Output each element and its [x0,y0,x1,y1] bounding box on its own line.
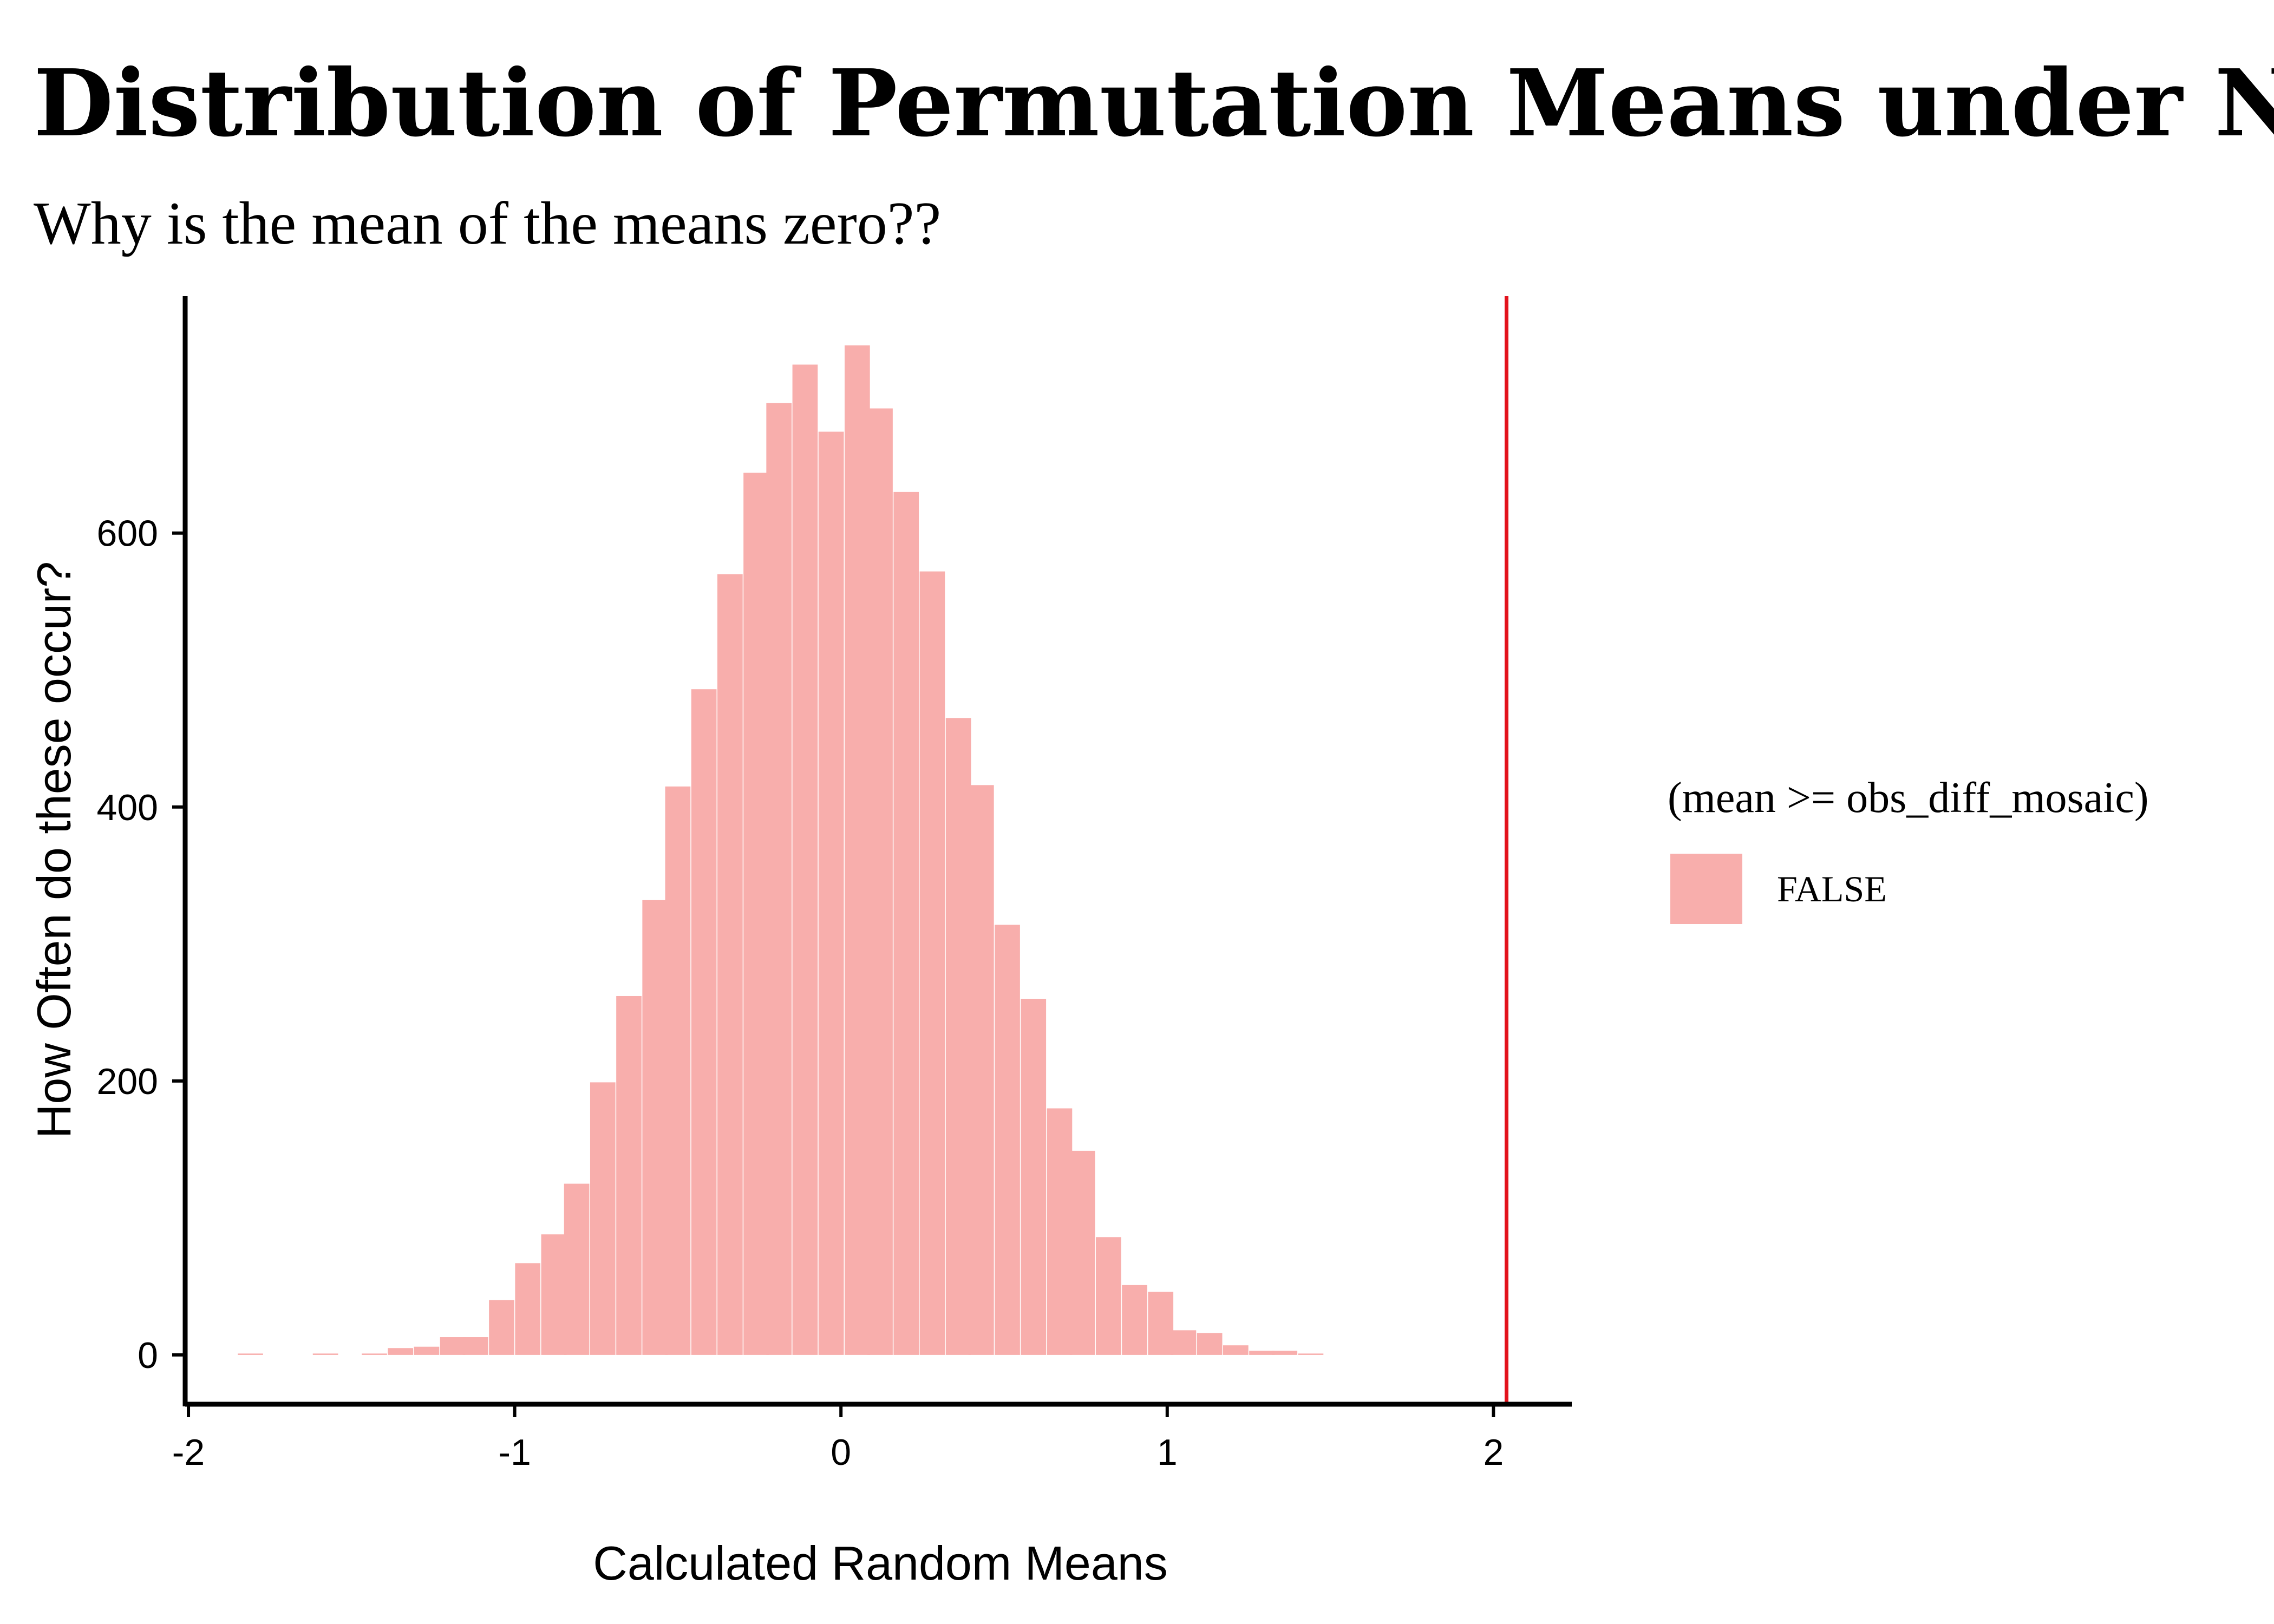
histogram-bar-32 [1047,1108,1073,1355]
legend-entries: FALSE [1670,854,1887,924]
x-tick-label-1: -1 [498,1432,531,1473]
legend-label-0: FALSE [1777,868,1887,909]
legend-key-0 [1670,854,1742,924]
histogram-bar-8 [440,1337,466,1355]
x-tick-label-4: 2 [1483,1432,1504,1473]
histogram-bar-22 [792,364,818,1355]
histogram-bar-12 [541,1234,567,1355]
histogram-bar-31 [1021,999,1047,1355]
x-axis-title: Calculated Random Means [593,1536,1167,1590]
histogram-bar-13 [564,1183,590,1355]
histogram-bar-40 [1249,1351,1275,1355]
y-tick-label-1: 200 [97,1061,158,1102]
x-tick-label-0: -2 [172,1432,205,1473]
histogram-bar-17 [665,786,691,1355]
y-tick-label-2: 400 [97,787,158,828]
histogram-bar-11 [515,1263,541,1355]
histogram-bar-9 [462,1337,488,1355]
x-axis-ticks: -2 -1 0 1 2 [172,1404,1504,1473]
histogram-bar-30 [995,925,1020,1355]
histogram-bar-3 [312,1353,338,1355]
histogram-bar-7 [414,1346,440,1355]
histogram-bar-37 [1171,1330,1197,1355]
histogram-bar-39 [1223,1345,1249,1355]
histogram-bar-19 [717,574,743,1355]
histogram-bar-35 [1122,1285,1147,1355]
chart-title: Distribution of Permutation Means under … [34,49,2274,158]
y-axis-title: How Often do these occur? [27,561,81,1138]
x-tick-label-2: 0 [831,1432,851,1473]
histogram-bars [238,345,1324,1355]
histogram-bar-23 [818,431,844,1355]
histogram-bar-27 [919,571,945,1355]
histogram-bar-29 [968,785,994,1355]
histogram-bar-14 [590,1082,616,1355]
histogram-bar-33 [1069,1150,1095,1355]
x-tick-label-3: 1 [1157,1432,1178,1473]
histogram-bar-28 [945,718,971,1355]
histogram-bar-20 [743,473,769,1355]
histogram-bar-34 [1095,1237,1121,1355]
histogram-bar-42 [1298,1353,1324,1355]
y-tick-label-3: 600 [97,513,158,554]
histogram-bar-6 [388,1348,414,1355]
histogram-bar-24 [844,345,870,1355]
histogram-bar-15 [616,996,642,1355]
chart-subtitle: Why is the mean of the means zero?? [34,190,941,257]
histogram-bar-38 [1197,1333,1223,1355]
y-tick-label-0: 0 [138,1335,158,1376]
y-axis-ticks: 0 200 400 600 [97,513,185,1376]
histogram-bar-18 [691,689,717,1355]
histogram-bar-36 [1148,1292,1174,1355]
histogram-bar-10 [489,1300,514,1355]
legend: (mean >= obs_diff_mosaic) FALSE [1668,774,2149,924]
histogram-bar-21 [766,403,792,1355]
histogram-bar-16 [642,900,668,1355]
histogram-bar-41 [1272,1351,1298,1355]
histogram-bar-25 [867,408,893,1355]
legend-title: (mean >= obs_diff_mosaic) [1668,774,2149,822]
histogram-bar-26 [893,492,919,1355]
histogram-bar-5 [362,1353,387,1355]
histogram-bar-0 [238,1353,263,1355]
